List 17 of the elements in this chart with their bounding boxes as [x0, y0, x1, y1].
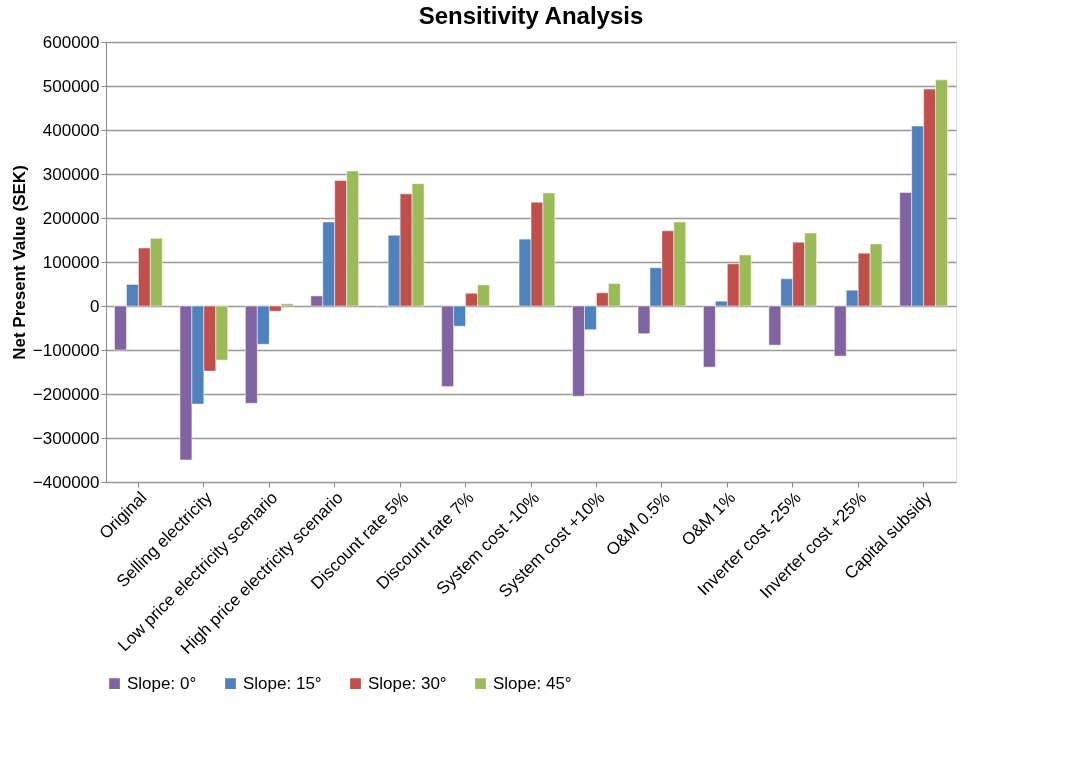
y-tick-label: −200000 — [32, 384, 100, 404]
chart-title: Sensitivity Analysis — [418, 2, 644, 29]
y-tick-label: 400000 — [42, 120, 100, 140]
y-tick-label: 600000 — [42, 32, 100, 52]
y-axis-title: Net Present Value (SEK) — [9, 165, 29, 360]
legend-label: Slope: 0° — [127, 673, 197, 693]
legend-label: Slope: 30° — [368, 673, 447, 693]
y-tick-label: 100000 — [42, 252, 100, 272]
y-tick-label: −100000 — [32, 340, 100, 360]
legend-label: Slope: 45° — [493, 673, 572, 693]
y-tick-label: 300000 — [42, 164, 100, 184]
y-tick-label: 0 — [90, 296, 100, 316]
y-tick-label: −400000 — [32, 472, 100, 492]
y-tick-label: −300000 — [32, 428, 100, 448]
y-tick-label: 200000 — [42, 208, 100, 228]
legend-label: Slope: 15° — [243, 673, 322, 693]
y-tick-label: 500000 — [42, 76, 100, 96]
